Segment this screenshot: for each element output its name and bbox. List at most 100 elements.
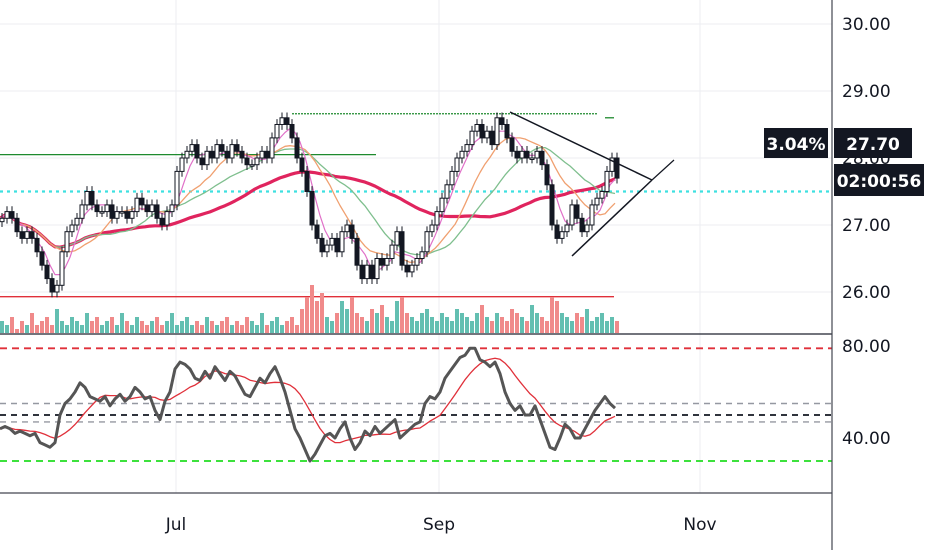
price-badges: 3.04% 27.70 02:00:56 [764, 128, 924, 196]
candle-body [174, 170, 180, 206]
volume-bar [360, 317, 364, 333]
candle-body [444, 184, 450, 199]
candle-body [284, 117, 290, 126]
candle-body [264, 150, 270, 159]
volume-bar [300, 309, 304, 333]
candle-body [319, 237, 325, 253]
volume-bar [55, 309, 59, 333]
candle-body [99, 211, 105, 214]
candle-body [499, 117, 505, 126]
candle-body [374, 258, 380, 280]
candle-body [359, 264, 365, 280]
volume-bar [565, 317, 569, 333]
volume-bar [605, 321, 609, 333]
volume-bar [130, 325, 134, 333]
volume-bar [480, 305, 484, 333]
candle-body [84, 191, 90, 206]
candle-body [0, 217, 5, 223]
volume-bar [595, 317, 599, 333]
volume-bar [285, 321, 289, 333]
volume-bar [40, 321, 44, 333]
triangle-pattern [509, 111, 675, 257]
candle-body [464, 144, 470, 152]
last-price-text: 27.70 [846, 135, 900, 155]
candle-body [439, 197, 445, 213]
last-price-badge [834, 128, 912, 158]
candle-body [49, 278, 55, 293]
candle-body [9, 211, 15, 219]
candle-body [484, 130, 490, 139]
candle-body [149, 204, 155, 213]
volume-bar [530, 305, 534, 333]
candle-body [364, 264, 370, 280]
volume-bar [295, 325, 299, 333]
volume-bar [5, 325, 9, 333]
candle-body [614, 157, 620, 179]
candle-body [29, 231, 35, 239]
volume-bar [75, 321, 79, 333]
volume-bar [320, 293, 324, 333]
candle-body [299, 157, 305, 172]
volume-bar [225, 317, 229, 333]
candle-body [469, 130, 475, 146]
indicator-tick-label: 80.00 [842, 337, 891, 357]
candle-body [239, 150, 245, 159]
candle-body [559, 231, 565, 239]
time-axis: Jul Sep Nov [165, 515, 717, 535]
volume-bar [570, 321, 574, 333]
volume-bar [260, 313, 264, 333]
candle-body [4, 211, 10, 219]
volume-bar [390, 321, 394, 333]
candle-body [229, 144, 235, 159]
candle-body [324, 244, 330, 253]
volume-bar [375, 313, 379, 333]
time-label-jul: Jul [165, 515, 187, 535]
volume-bar [560, 313, 564, 333]
candle-body [459, 150, 465, 159]
reference-lines [0, 113, 832, 298]
candle-body [494, 117, 500, 146]
candle-body [249, 164, 255, 167]
volume-bar [215, 325, 219, 333]
volume-bar [170, 313, 174, 333]
candle-body [414, 258, 420, 266]
volume-bar [115, 325, 119, 333]
volume-bar [500, 317, 504, 333]
candle-body [479, 124, 485, 139]
volume-bar [190, 325, 194, 333]
candle-body [159, 217, 165, 226]
candle-body [329, 237, 335, 246]
candle-body [344, 224, 350, 233]
volume-bar [505, 321, 509, 333]
volume-bar [470, 321, 474, 333]
candle-body [194, 144, 200, 159]
candle-body [524, 150, 530, 159]
candle-body [269, 137, 275, 159]
price-tick-label: 30.00 [842, 15, 891, 35]
candle-body [234, 144, 240, 152]
volume-bar [455, 309, 459, 333]
candle-body [154, 204, 160, 219]
volume-bar [230, 325, 234, 333]
rsi-reference-lines [0, 347, 832, 462]
volume-bar [270, 321, 274, 333]
volume-bar [600, 313, 604, 333]
indicator-tick-label: 40.00 [842, 429, 891, 449]
candle-body [384, 258, 390, 266]
candle-body [79, 204, 85, 219]
candle-body [404, 264, 410, 273]
candle-body [569, 204, 575, 226]
candle-body [289, 124, 295, 139]
volume-bar [100, 325, 104, 333]
candle-body [189, 144, 195, 152]
candle-body [394, 231, 400, 246]
triangle-apex-line [651, 159, 675, 181]
volume-bar [150, 321, 154, 333]
volume-bar [575, 313, 579, 333]
candle-body [574, 204, 580, 219]
volume-bar [175, 325, 179, 333]
volume-bar [340, 301, 344, 333]
volume-bar [335, 313, 339, 333]
candle-body [124, 211, 130, 219]
candle-body [369, 264, 375, 280]
